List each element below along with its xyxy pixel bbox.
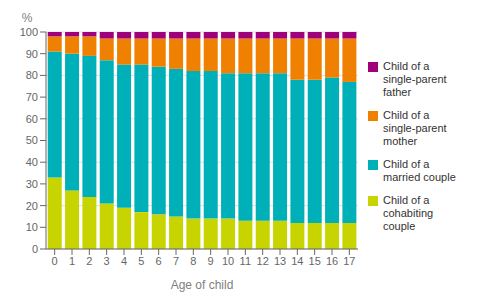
svg-text:3: 3 bbox=[104, 255, 110, 267]
svg-text:Age of child: Age of child bbox=[171, 278, 234, 292]
svg-text:100: 100 bbox=[20, 26, 38, 38]
svg-text:4: 4 bbox=[121, 255, 127, 267]
svg-text:0: 0 bbox=[52, 255, 58, 267]
svg-text:30: 30 bbox=[26, 178, 38, 190]
svg-text:9: 9 bbox=[208, 255, 214, 267]
svg-text:10: 10 bbox=[26, 221, 38, 233]
html-text:Child of a single-parent fathe: Child of a single-parent father bbox=[383, 59, 447, 98]
html-text:Child of a cohabiting couple: Child of a cohabiting couple bbox=[383, 193, 434, 232]
svg-text:0: 0 bbox=[32, 243, 38, 255]
svg-text:17: 17 bbox=[343, 255, 355, 267]
svg-text:2: 2 bbox=[86, 255, 92, 267]
svg-text:50: 50 bbox=[26, 134, 38, 146]
svg-text:13: 13 bbox=[274, 255, 286, 267]
svg-text:10: 10 bbox=[222, 255, 234, 267]
svg-text:70: 70 bbox=[26, 91, 38, 103]
html-text:Child of a married couple: Child of a married couple bbox=[383, 157, 456, 183]
svg-text:20: 20 bbox=[26, 200, 38, 212]
svg-text:6: 6 bbox=[156, 255, 162, 267]
svg-text:60: 60 bbox=[26, 113, 38, 125]
svg-text:80: 80 bbox=[26, 69, 38, 81]
svg-text:14: 14 bbox=[291, 255, 303, 267]
svg-text:15: 15 bbox=[309, 255, 321, 267]
svg-text:40: 40 bbox=[26, 156, 38, 168]
svg-text:90: 90 bbox=[26, 48, 38, 60]
html-text:Child of a single-parent mothe: Child of a single-parent mother bbox=[383, 108, 447, 147]
svg-text:16: 16 bbox=[326, 255, 338, 267]
svg-text:1: 1 bbox=[69, 255, 75, 267]
svg-text:5: 5 bbox=[138, 255, 144, 267]
svg-text:11: 11 bbox=[240, 255, 251, 267]
svg-text:12: 12 bbox=[257, 255, 269, 267]
svg-text:8: 8 bbox=[190, 255, 196, 267]
svg-text:%: % bbox=[22, 11, 33, 25]
svg-text:7: 7 bbox=[173, 255, 179, 267]
